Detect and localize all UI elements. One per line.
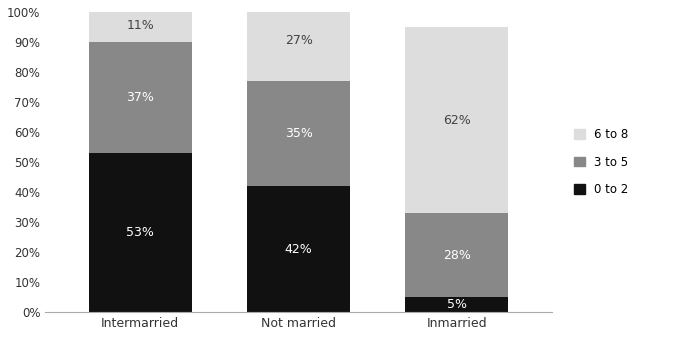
Bar [89, 153, 192, 312]
Legend: 6 to 8, 3 to 5, 0 to 2: 6 to 8, 3 to 5, 0 to 2 [568, 123, 634, 202]
Bar [406, 27, 509, 213]
Text: 42%: 42% [285, 243, 313, 256]
Text: 11%: 11% [126, 19, 154, 32]
Text: 62%: 62% [443, 114, 471, 126]
Text: 37%: 37% [126, 91, 154, 104]
Text: 35%: 35% [285, 127, 313, 140]
Bar [406, 297, 509, 312]
Bar [406, 213, 509, 297]
Bar [247, 186, 350, 312]
Text: 28%: 28% [443, 249, 471, 262]
Text: 53%: 53% [126, 226, 154, 239]
Text: 5%: 5% [447, 298, 467, 311]
Bar [89, 42, 192, 153]
Bar [247, 0, 350, 81]
Text: 27%: 27% [285, 34, 313, 47]
Bar [247, 81, 350, 186]
Bar [89, 9, 192, 42]
